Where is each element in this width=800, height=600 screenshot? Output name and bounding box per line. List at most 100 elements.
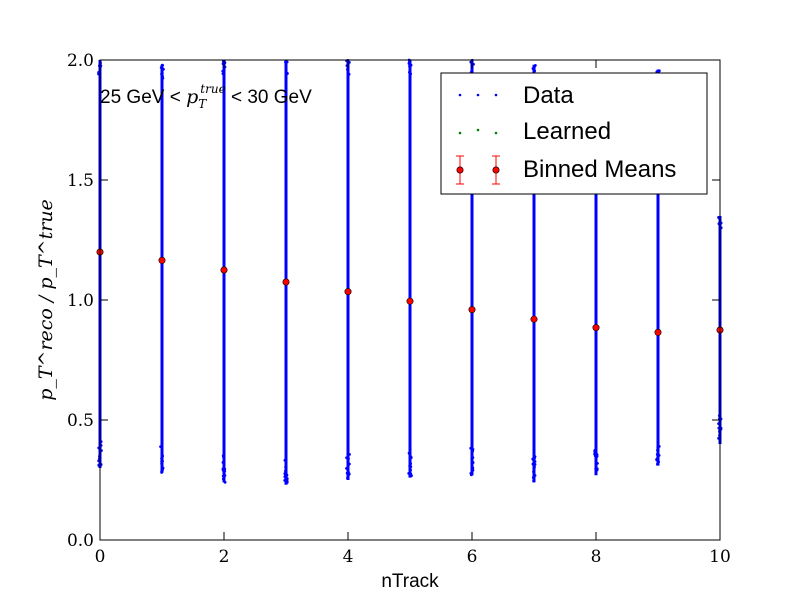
annotation: 25 GeV < pTtrue < 30 GeV (100, 82, 312, 111)
data-point (471, 466, 475, 470)
data-column (407, 58, 413, 478)
data-column (345, 59, 351, 480)
data-point (409, 462, 413, 466)
data-point (222, 473, 226, 477)
data-point (409, 456, 413, 460)
data-point (409, 63, 413, 67)
data-point (533, 65, 536, 69)
data-point (285, 479, 289, 483)
data-point (717, 422, 720, 426)
data-point (221, 461, 225, 464)
data-point (533, 474, 537, 477)
x-tick-label: 4 (343, 547, 354, 567)
y-tick-label: 2.0 (67, 51, 94, 71)
data-point (159, 66, 163, 70)
data-point (657, 453, 661, 457)
x-tick-label: 2 (219, 547, 230, 567)
data-point (97, 463, 101, 467)
data-point (283, 474, 287, 477)
data-point (346, 474, 350, 478)
legend-marker-learned (458, 128, 498, 135)
data-point (161, 63, 164, 67)
binned-mean-point (282, 278, 290, 286)
binned-mean-point (592, 324, 600, 332)
binned-mean-point (468, 306, 476, 314)
data-point (285, 477, 289, 481)
data-point (533, 465, 536, 469)
data-point (284, 465, 287, 469)
data-point (533, 463, 537, 466)
data-point (223, 469, 227, 473)
data-point (656, 448, 659, 452)
data-point (409, 468, 412, 472)
data-point (161, 459, 164, 463)
data-point (595, 468, 599, 472)
data-point (347, 72, 351, 76)
x-tick-label: 8 (591, 547, 602, 567)
binned-mean-point (344, 288, 352, 296)
data-point (159, 445, 162, 449)
data-point (160, 457, 163, 460)
data-point (283, 458, 287, 462)
data-point (407, 62, 411, 65)
data-point (346, 463, 350, 467)
data-point (471, 456, 475, 459)
x-tick-label: 10 (709, 547, 731, 567)
annotation-suffix: < 30 GeV (226, 87, 312, 108)
data-point (223, 480, 227, 484)
legend-label-data: Data (523, 82, 574, 109)
data-point (717, 436, 721, 440)
data-point (593, 452, 597, 456)
data-point (409, 72, 413, 76)
axes-layer: 0 2 4 6 8 10 0.0 0.5 1.0 1.5 2.0 (67, 51, 731, 567)
data-point (656, 458, 660, 462)
data-point (160, 449, 164, 453)
y-axis-label: p_T^reco / p_T^true (35, 199, 57, 401)
legend-marker-data (458, 93, 498, 97)
data-point (221, 69, 225, 73)
data-point (408, 452, 411, 456)
legend-label-learned: Learned (523, 118, 611, 145)
data-point (97, 459, 101, 463)
data-point (409, 465, 413, 469)
data-point (533, 460, 537, 463)
data-point (656, 446, 660, 450)
data-point (593, 448, 597, 452)
binned-mean-point (158, 256, 166, 264)
data-point (283, 469, 287, 473)
binned-mean-point (220, 266, 228, 274)
binned-mean-point (406, 297, 414, 305)
data-point (471, 461, 475, 464)
data-point (160, 471, 164, 474)
data-point (283, 472, 287, 475)
y-tick-label: 0.0 (67, 531, 94, 551)
data-point (221, 72, 225, 76)
data-point (222, 455, 226, 458)
data-point (533, 456, 536, 460)
data-point (594, 460, 598, 464)
data-point (655, 462, 659, 466)
binned-mean-point (654, 328, 662, 336)
data-point (348, 453, 351, 456)
data-point (471, 469, 474, 473)
x-tick-label: 0 (95, 547, 106, 567)
data-point (285, 72, 289, 76)
data-point (532, 479, 535, 483)
legend: Data Learned Binned Means (440, 72, 708, 195)
data-point (221, 477, 225, 481)
y-tick-label: 1.5 (67, 171, 94, 191)
data-point (100, 449, 103, 452)
data-point (531, 476, 535, 480)
annotation-var: p (186, 86, 198, 108)
data-point (97, 446, 101, 450)
binned-mean-point (530, 315, 538, 323)
data-point (160, 71, 164, 75)
data-point (531, 462, 535, 466)
data-point (470, 448, 474, 452)
data-point (532, 470, 535, 474)
data-column (283, 60, 289, 485)
data-point (532, 68, 536, 72)
annotation-prefix: 25 GeV < (100, 87, 186, 108)
legend-label-binned-means: Binned Means (523, 156, 676, 183)
